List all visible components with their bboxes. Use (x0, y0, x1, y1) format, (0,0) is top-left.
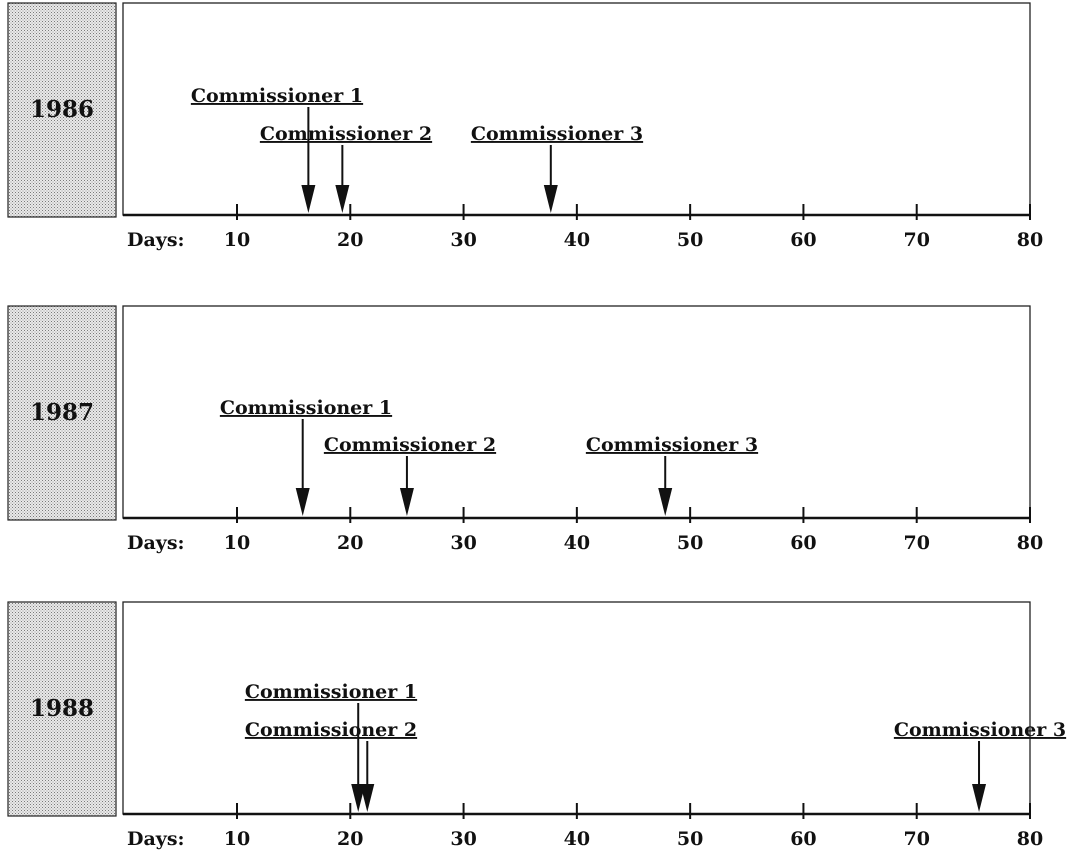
marker-arrow-head (351, 784, 366, 812)
year-box (7, 2, 117, 218)
marker-arrow-head (360, 784, 375, 812)
timeline-panel-1987: 1987 10 20 30 40 50 60 70 80 Days: Commissioner 1 C… (7, 305, 1043, 554)
marker-arrow-head (399, 488, 414, 516)
timeline-frame (122, 305, 1031, 519)
tick-label: 60 (790, 229, 816, 251)
tick-label: 70 (903, 828, 929, 850)
tick-label: 50 (677, 532, 703, 554)
axis-label: Days: (127, 828, 185, 850)
axis-label: Days: (127, 532, 185, 554)
timeline-panels: 1986 10 20 30 40 50 60 70 80 Days: Commissioner 1 C… (7, 2, 1066, 850)
tick-label: 80 (1017, 828, 1043, 850)
marker-label-commissioner-3: Commissioner 3 (586, 434, 758, 456)
tick-label: 40 (564, 828, 590, 850)
marker-label-commissioner-3: Commissioner 3 (894, 719, 1066, 741)
tick-label: 80 (1017, 229, 1043, 251)
tick-label: 40 (564, 229, 590, 251)
tick-label: 10 (224, 532, 250, 554)
marker-label-commissioner-2: Commissioner 2 (260, 123, 432, 145)
year-label: 1987 (30, 399, 94, 426)
tick-label: 20 (337, 532, 363, 554)
timeline-frame (122, 601, 1031, 815)
tick-label: 60 (790, 532, 816, 554)
timeline-frame (122, 2, 1031, 216)
axis-label: Days: (127, 229, 185, 251)
marker-arrow-head (295, 488, 310, 516)
tick-label: 50 (677, 229, 703, 251)
tick-label: 30 (450, 532, 476, 554)
tick-label: 80 (1017, 532, 1043, 554)
tick-label: 30 (450, 229, 476, 251)
marker-arrow-head (335, 185, 350, 213)
tick-label: 40 (564, 532, 590, 554)
marker-label-commissioner-3: Commissioner 3 (471, 123, 643, 145)
marker-arrow-head (972, 784, 987, 812)
marker-label-commissioner-2: Commissioner 2 (324, 434, 496, 456)
marker-label-commissioner-2: Commissioner 2 (245, 719, 417, 741)
timeline-panel-1986: 1986 10 20 30 40 50 60 70 80 Days: Commissioner 1 C… (7, 2, 1043, 251)
tick-label: 10 (224, 229, 250, 251)
tick-label: 70 (903, 532, 929, 554)
tick-label: 70 (903, 229, 929, 251)
tick-label: 50 (677, 828, 703, 850)
year-label: 1986 (30, 96, 94, 123)
year-box (7, 305, 117, 521)
tick-label: 20 (337, 229, 363, 251)
tick-label: 60 (790, 828, 816, 850)
year-box (7, 601, 117, 817)
tick-label: 20 (337, 828, 363, 850)
marker-label-commissioner-1: Commissioner 1 (220, 397, 392, 419)
marker-arrow-head (543, 185, 558, 213)
marker-arrow-head (301, 185, 316, 213)
marker-arrow-head (658, 488, 673, 516)
marker-label-commissioner-1: Commissioner 1 (191, 85, 363, 107)
tick-label: 10 (224, 828, 250, 850)
timeline-panel-1988: 1988 10 20 30 40 50 60 70 80 Days: Commissioner 1 C… (7, 601, 1066, 850)
tick-label: 30 (450, 828, 476, 850)
marker-label-commissioner-1: Commissioner 1 (245, 681, 417, 703)
year-label: 1988 (30, 695, 94, 722)
